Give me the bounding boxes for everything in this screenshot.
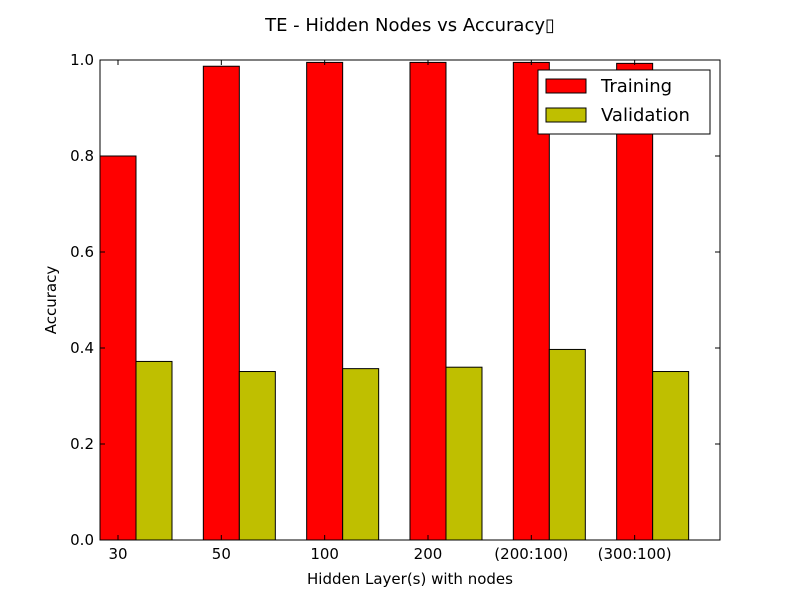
bar-training-2 — [306, 61, 344, 541]
bar-validation-4 — [548, 348, 586, 541]
bar-training-5 — [616, 62, 654, 541]
x-tick-label-2: 100 — [310, 545, 339, 563]
legend-swatch-training — [545, 78, 587, 94]
y-tick-label-3: 0.6 — [70, 243, 94, 261]
y-tick-label-2: 0.4 — [70, 339, 94, 357]
y-tick-labels: 0.0 0.2 0.4 0.6 0.8 1.0 — [70, 51, 94, 549]
legend: Training Validation — [537, 69, 711, 135]
bar-training-1 — [202, 65, 240, 541]
chart-title: TE - Hidden Nodes vs Accuracy▯ — [264, 15, 555, 36]
x-tick-label-4: (200:100) — [494, 545, 568, 563]
x-tick-label-3: 200 — [414, 545, 443, 563]
legend-label-validation: Validation — [601, 105, 690, 126]
x-tick-label-1: 50 — [212, 545, 231, 563]
x-tick-label-5: (300:100) — [598, 545, 672, 563]
bar-validation-2 — [342, 368, 380, 541]
plot-area-frame — [99, 59, 721, 541]
ticks-group — [100, 59, 720, 541]
y-tick-label-5: 1.0 — [70, 51, 94, 69]
y-tick-label-4: 0.8 — [70, 147, 94, 165]
bar-validation-1 — [238, 371, 276, 541]
bar-training-3 — [409, 61, 447, 541]
bar-validation-0 — [135, 360, 173, 541]
bar-validation-5 — [652, 371, 690, 541]
y-axis-label: Accuracy — [42, 266, 60, 335]
x-tick-labels: 30 50 100 200 (200:100) (300:100) — [108, 545, 671, 563]
legend-label-training: Training — [600, 76, 672, 97]
y-tick-label-1: 0.2 — [70, 435, 94, 453]
y-tick-label-0: 0.0 — [70, 531, 94, 549]
x-axis-label: Hidden Layer(s) with nodes — [307, 570, 513, 588]
bar-validation-3 — [445, 366, 483, 541]
legend-swatch-validation — [545, 107, 587, 123]
bar-training-0 — [99, 155, 137, 541]
bars-group — [99, 61, 690, 541]
x-tick-label-0: 30 — [108, 545, 127, 563]
